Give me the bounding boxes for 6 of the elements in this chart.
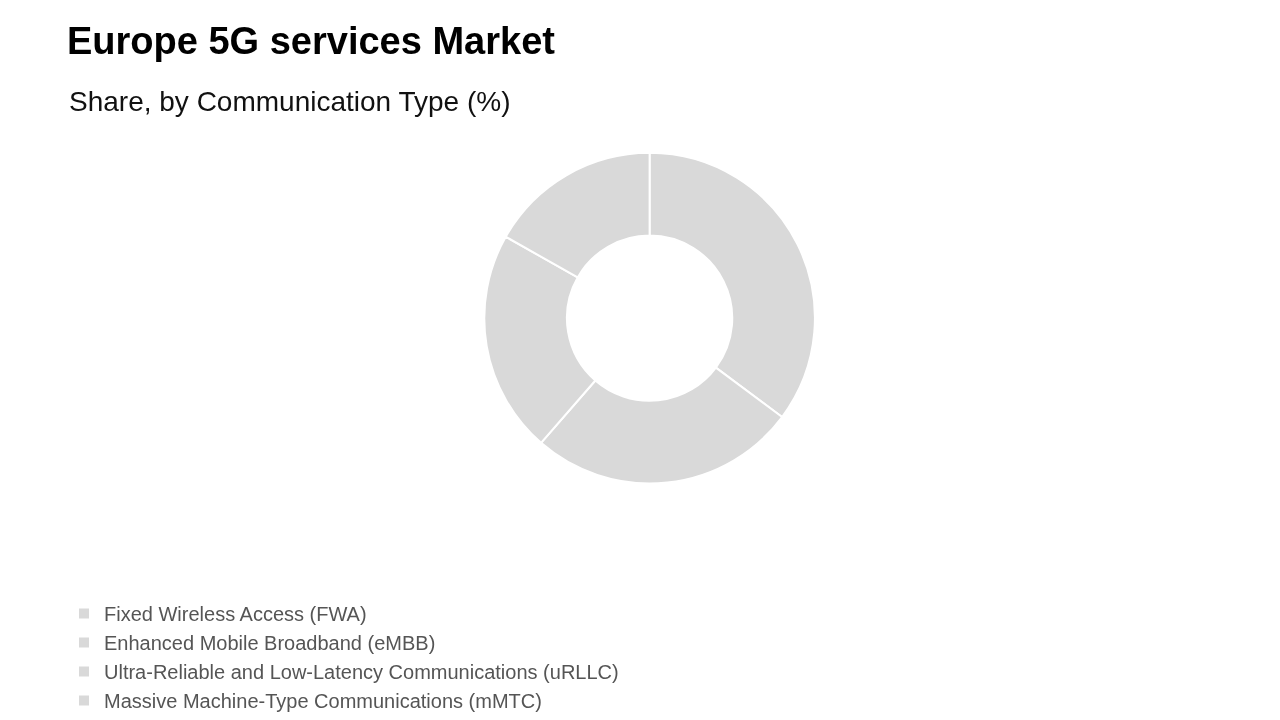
legend-label: Fixed Wireless Access (FWA) (104, 603, 367, 626)
chart-title: Europe 5G services Market (67, 20, 556, 62)
legend-label: Ultra-Reliable and Low-Latency Communications (uRLLC) (104, 661, 619, 684)
chart-subtitle: Share, by Communication Type (%) (69, 86, 511, 117)
legend-label: Enhanced Mobile Broadband (eMBB) (104, 632, 436, 655)
legend-label: Massive Machine-Type Communications (mMTC) (104, 690, 542, 713)
